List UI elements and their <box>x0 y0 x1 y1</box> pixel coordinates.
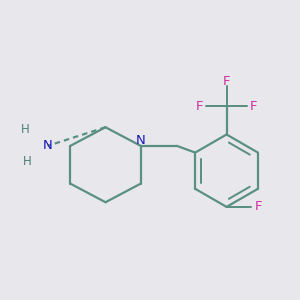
Text: F: F <box>250 100 258 112</box>
Text: F: F <box>195 100 203 112</box>
Text: H: H <box>22 155 31 168</box>
Text: N: N <box>136 134 146 147</box>
Text: F: F <box>223 75 230 88</box>
Text: F: F <box>254 200 262 213</box>
Text: N: N <box>43 140 52 152</box>
Text: H: H <box>20 123 29 136</box>
